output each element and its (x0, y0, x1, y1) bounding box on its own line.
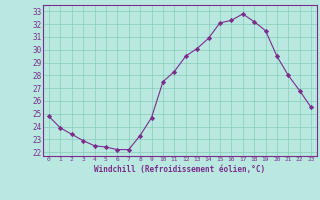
X-axis label: Windchill (Refroidissement éolien,°C): Windchill (Refroidissement éolien,°C) (94, 165, 266, 174)
